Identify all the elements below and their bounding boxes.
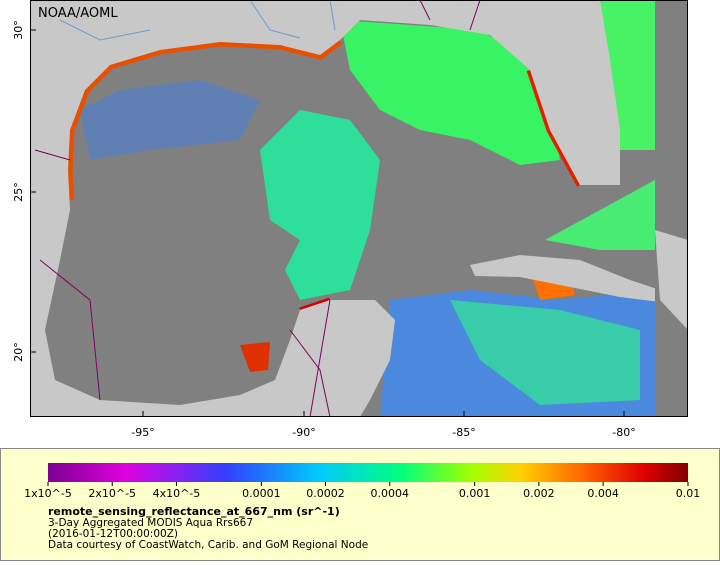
borders	[34, 0, 481, 417]
data-credit: Data courtesy of CoastWatch, Carib. and …	[48, 539, 368, 551]
lon-label: -95°	[131, 426, 154, 439]
colorbar-tick-label: 0.001	[459, 487, 491, 500]
land	[470, 255, 660, 302]
variable-label: remote_sensing_reflectance_at_667_nm (sr…	[48, 505, 340, 518]
lat-label: 25°	[12, 182, 25, 202]
lat-label: 30°	[12, 20, 25, 40]
land	[30, 0, 620, 417]
colorbar-tick-label: 2x10^-5	[88, 487, 136, 500]
colorbar-tick-label: 4x10^-5	[153, 487, 201, 500]
land	[655, 230, 688, 330]
date-label: (2016-01-12T00:00:00Z)	[48, 528, 178, 540]
colorbar	[48, 463, 688, 482]
colorbar-tick-label: 0.0004	[371, 487, 410, 500]
no-data	[655, 0, 688, 417]
map-frame	[30, 0, 688, 417]
lon-label: -90°	[292, 426, 315, 439]
colorbar-tick-label: 0.01	[676, 487, 701, 500]
rivers	[59, 0, 336, 41]
map-ticks	[30, 29, 625, 417]
colorbar-ticks: 1x10^-5 2x10^-5 4x10^-5 0.0001 0.0002 0.0004 0…	[24, 482, 700, 500]
product-label: 3-Day Aggregated MODIS Aqua Rrs667	[48, 517, 253, 529]
data-patch	[80, 80, 260, 160]
lon-label: -80°	[612, 426, 635, 439]
data-patch	[260, 110, 380, 300]
lat-label: 20°	[12, 342, 25, 362]
colorbar-tick-label: 1x10^-5	[24, 487, 72, 500]
data-patch	[450, 300, 640, 405]
map: NOAA/AOML	[30, 0, 688, 417]
colorbar-tick-label: 0.002	[523, 487, 555, 500]
colorbar-tick-label: 0.004	[587, 487, 619, 500]
colorbar-tick-label: 0.0002	[306, 487, 345, 500]
colorbar-tick-label: 0.0001	[242, 487, 281, 500]
credit-label: NOAA/AOML	[38, 6, 118, 21]
data-patch	[545, 180, 655, 250]
data-patch	[240, 342, 270, 372]
data-patch	[340, 20, 560, 165]
lon-label: -85°	[452, 426, 475, 439]
